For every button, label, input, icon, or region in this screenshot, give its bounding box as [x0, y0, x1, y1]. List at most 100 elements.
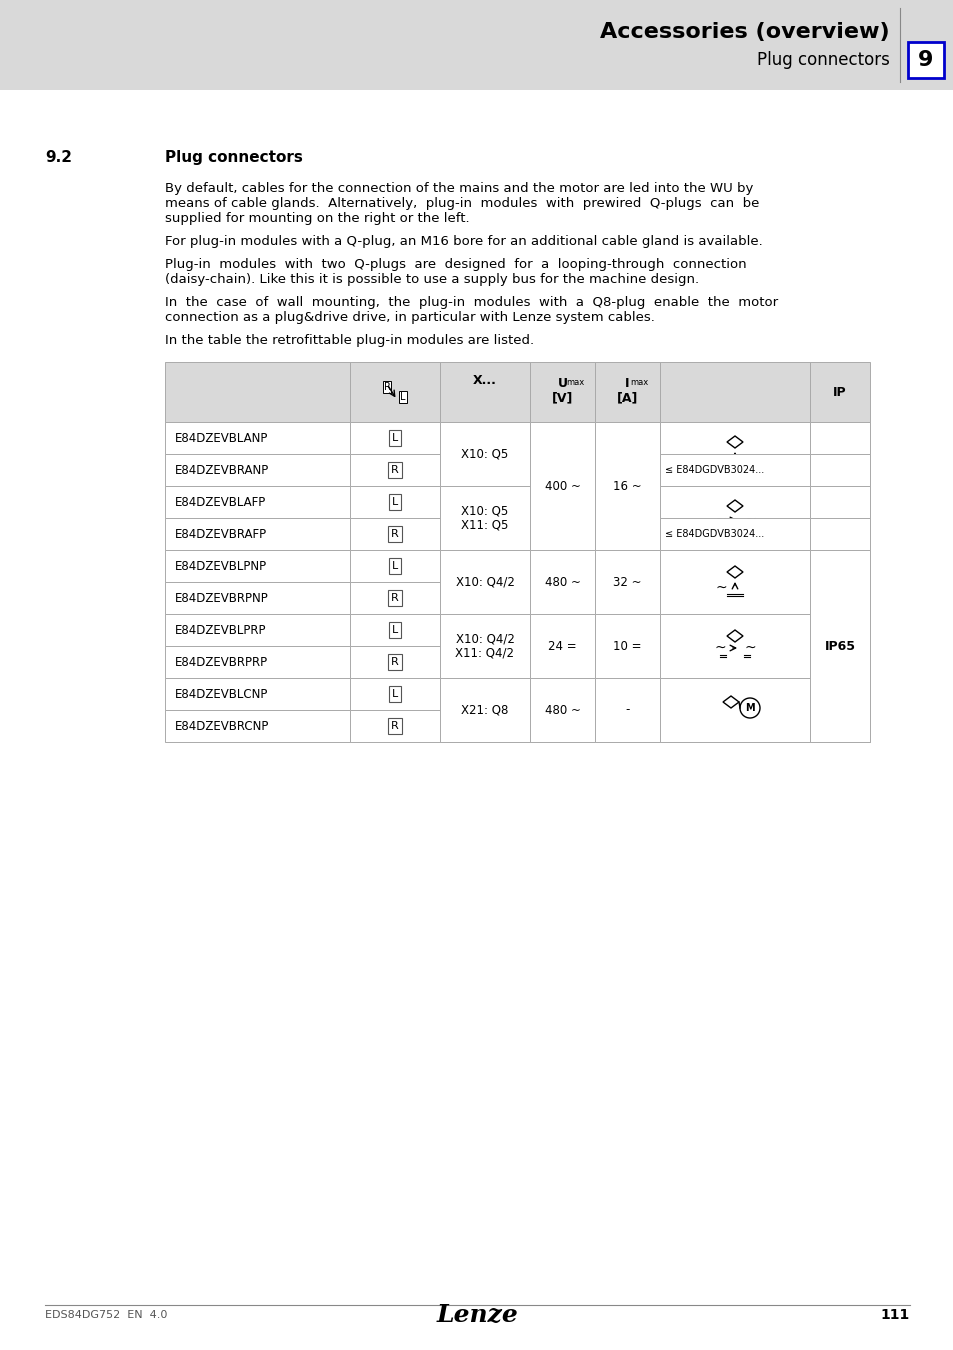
Text: ~: ~ — [715, 452, 726, 466]
Bar — [530, 423, 595, 549]
Bar — [350, 362, 439, 423]
Text: R: R — [391, 593, 398, 603]
Text: -: - — [624, 703, 629, 717]
Text: 9.2: 9.2 — [45, 150, 71, 165]
Bar — [530, 582, 595, 614]
Bar — [350, 423, 439, 454]
Text: [V]: [V] — [551, 392, 573, 405]
Bar — [595, 362, 659, 423]
Text: L: L — [392, 562, 397, 571]
Text: EDS84DG752  EN  4.0: EDS84DG752 EN 4.0 — [45, 1310, 167, 1320]
Bar — [350, 518, 439, 549]
Bar — [809, 518, 869, 549]
Bar — [350, 454, 439, 486]
Bar — [530, 614, 595, 647]
Text: 9: 9 — [918, 50, 933, 70]
Bar — [659, 614, 809, 678]
Text: 400 ~: 400 ~ — [544, 479, 579, 493]
Bar — [530, 678, 595, 743]
Bar — [809, 362, 869, 423]
Bar — [165, 614, 350, 647]
Bar — [659, 582, 809, 614]
Bar — [439, 486, 530, 518]
Bar — [165, 549, 350, 582]
Bar — [439, 647, 530, 678]
Bar — [350, 647, 439, 678]
Text: In  the  case  of  wall  mounting,  the  plug-in  modules  with  a  Q8-plug  ena: In the case of wall mounting, the plug-i… — [165, 296, 778, 309]
Text: U: U — [557, 377, 567, 390]
Bar — [439, 710, 530, 742]
Text: IP65: IP65 — [823, 640, 855, 652]
Bar — [809, 549, 869, 582]
Bar — [659, 549, 809, 582]
Polygon shape — [726, 500, 742, 512]
Text: 24 =: 24 = — [548, 640, 577, 652]
Bar — [809, 423, 869, 454]
Bar — [165, 486, 350, 518]
Bar — [439, 614, 530, 678]
Text: Plug-in  modules  with  two  Q-plugs  are  designed  for  a  looping-through  co: Plug-in modules with two Q-plugs are des… — [165, 258, 746, 271]
Bar — [530, 549, 595, 582]
Bar — [595, 454, 659, 486]
Bar — [530, 486, 595, 518]
Text: E84DZEVBRAFP: E84DZEVBRAFP — [174, 528, 267, 540]
Text: L: L — [392, 497, 397, 508]
Text: E84DZEVBRCNP: E84DZEVBRCNP — [174, 720, 269, 733]
Text: E84DZEVBLPRP: E84DZEVBLPRP — [174, 624, 266, 636]
Text: R: R — [383, 382, 390, 391]
Text: ~: ~ — [715, 580, 726, 595]
Text: 16 ~: 16 ~ — [613, 479, 641, 493]
Text: [A]: [A] — [617, 392, 638, 405]
Text: ≤ E84DGDVB3024...: ≤ E84DGDVB3024... — [664, 464, 763, 475]
Bar — [530, 454, 595, 486]
Bar — [659, 518, 809, 549]
Bar — [595, 549, 659, 614]
Text: IP: IP — [832, 386, 846, 398]
Text: E84DZEVBLCNP: E84DZEVBLCNP — [174, 687, 268, 701]
Bar — [595, 486, 659, 518]
Text: ~: ~ — [714, 641, 725, 655]
Bar — [809, 454, 869, 486]
Bar — [595, 549, 659, 582]
Polygon shape — [722, 697, 739, 707]
Text: R: R — [391, 529, 398, 539]
Bar — [659, 549, 809, 614]
Bar — [350, 614, 439, 647]
Bar — [595, 423, 659, 549]
Text: R: R — [391, 464, 398, 475]
Bar — [659, 678, 809, 710]
Text: E84DZEVBLANP: E84DZEVBLANP — [174, 432, 268, 444]
Text: In the table the retrofittable plug-in modules are listed.: In the table the retrofittable plug-in m… — [165, 333, 534, 347]
Text: max: max — [566, 378, 584, 387]
Text: E84DZEVBLPNP: E84DZEVBLPNP — [174, 559, 267, 572]
Circle shape — [740, 698, 760, 718]
Bar — [350, 549, 439, 582]
Bar — [165, 454, 350, 486]
Bar — [439, 454, 530, 486]
Bar — [439, 678, 530, 710]
Bar — [809, 614, 869, 647]
Bar — [165, 710, 350, 742]
Text: E84DZEVBLAFP: E84DZEVBLAFP — [174, 495, 266, 509]
Bar — [595, 614, 659, 647]
Bar — [595, 710, 659, 742]
Text: ~: ~ — [714, 513, 725, 526]
Bar — [809, 582, 869, 614]
Bar — [165, 518, 350, 549]
Text: max: max — [630, 378, 648, 387]
Bar — [439, 518, 530, 549]
Bar — [350, 710, 439, 742]
Bar — [809, 710, 869, 742]
Text: connection as a plug&drive drive, in particular with Lenze system cables.: connection as a plug&drive drive, in par… — [165, 310, 654, 324]
Bar — [530, 518, 595, 549]
Bar — [530, 614, 595, 678]
Text: R: R — [391, 721, 398, 730]
Text: E84DZEVBRANP: E84DZEVBRANP — [174, 463, 269, 477]
Bar — [809, 549, 869, 742]
Bar — [809, 518, 869, 549]
Text: (daisy-chain). Like this it is possible to use a supply bus for the machine desi: (daisy-chain). Like this it is possible … — [165, 273, 699, 286]
Text: L: L — [400, 392, 405, 402]
Bar — [595, 614, 659, 678]
Text: X21: Q8: X21: Q8 — [461, 703, 508, 717]
Bar — [659, 423, 809, 454]
